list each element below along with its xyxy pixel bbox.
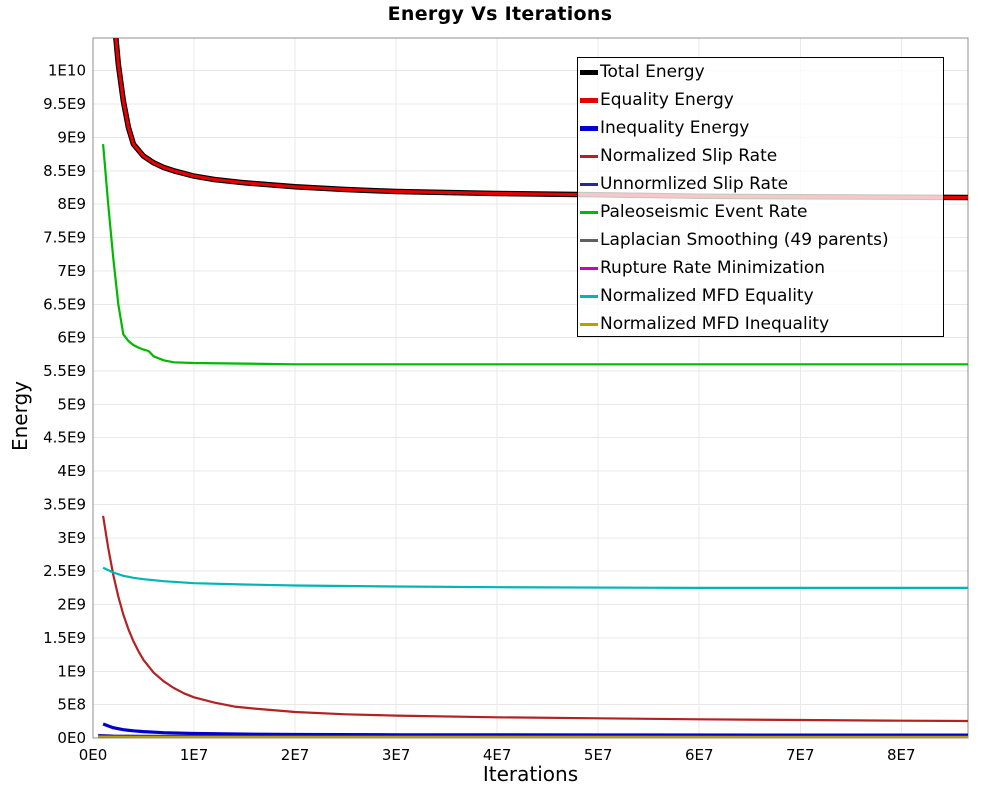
legend-item: Paleoseismic Event Rate [580,198,943,226]
y-tick-label: 5.5E9 [43,362,86,380]
x-tick-label: 4E7 [483,746,512,764]
y-tick-label: 4.5E9 [43,429,86,447]
legend-swatch [580,266,598,270]
legend-item: Normalized MFD Equality [580,282,943,310]
series-line-inequality-energy [102,722,968,737]
series-line-normalized-slip-rate [102,515,968,723]
legend-item: Equality Energy [580,86,943,114]
legend-item: Normalized Slip Rate [580,142,943,170]
legend-swatch [580,69,598,75]
legend-label: Normalized MFD Inequality [600,314,830,334]
y-tick-label: 2E9 [57,596,86,614]
legend-label: Equality Energy [600,90,734,110]
y-tick-label: 6E9 [57,329,86,347]
y-tick-label: 4E9 [57,462,86,480]
x-tick-label: 6E7 [685,746,714,764]
legend-label: Paleoseismic Event Rate [600,202,808,222]
legend-item: Total Energy [580,58,943,86]
chart-title: Energy Vs Iterations [387,3,613,25]
legend-swatch [580,154,598,158]
x-axis-title: Iterations [482,762,579,786]
legend-swatch [580,125,598,131]
y-tick-label: 6.5E9 [43,295,86,313]
y-tick-label: 8.5E9 [43,162,86,180]
y-tick-label: 0E0 [57,729,86,747]
legend-swatch [580,210,598,214]
legend: Total Energy Equality Energy Inequality En… [577,57,944,337]
legend-label: Laplacian Smoothing (49 parents) [600,230,889,250]
legend-item: Normalized MFD Inequality [580,310,943,338]
series-line-normalized-mfd-equality [102,566,968,590]
x-tick-label: 1E7 [180,746,209,764]
y-tick-label: 8E9 [57,195,86,213]
y-tick-label: 7E9 [57,262,86,280]
legend-swatch [580,322,598,326]
x-tick-label: 5E7 [584,746,613,764]
legend-label: Normalized Slip Rate [600,146,778,166]
legend-swatch [580,182,598,186]
y-tick-label: 9E9 [57,128,86,146]
y-tick-label: 2.5E9 [43,562,86,580]
y-tick-label: 9.5E9 [43,95,86,113]
legend-item: Rupture Rate Minimization [580,254,943,282]
y-axis-title: Energy [8,380,32,452]
x-tick-label: 3E7 [382,746,411,764]
y-tick-label: 5E9 [57,395,86,413]
series-line-paleoseismic-event-rate [102,144,968,366]
legend-swatch [580,238,598,242]
y-tick-label: 1E9 [57,662,86,680]
legend-swatch [580,294,598,298]
legend-label: Normalized MFD Equality [600,286,814,306]
legend-swatch [580,97,598,103]
y-tick-label: 5E8 [57,696,86,714]
legend-item: Unnormlized Slip Rate [580,170,943,198]
legend-label: Inequality Energy [600,118,750,138]
legend-label: Rupture Rate Minimization [600,258,825,278]
legend-label: Total Energy [600,62,705,82]
y-tick-label: 3.5E9 [43,495,86,513]
x-tick-label: 7E7 [786,746,815,764]
x-tick-label: 2E7 [281,746,310,764]
legend-label: Unnormlized Slip Rate [600,174,789,194]
y-tick-label: 7.5E9 [43,229,86,247]
y-tick-label: 1E10 [48,62,86,80]
legend-item: Inequality Energy [580,114,943,142]
x-tick-label: 0E0 [79,746,108,764]
x-tick-label: 8E7 [887,746,916,764]
y-tick-label: 1.5E9 [43,629,86,647]
y-tick-label: 3E9 [57,529,86,547]
legend-item: Laplacian Smoothing (49 parents) [580,226,943,254]
